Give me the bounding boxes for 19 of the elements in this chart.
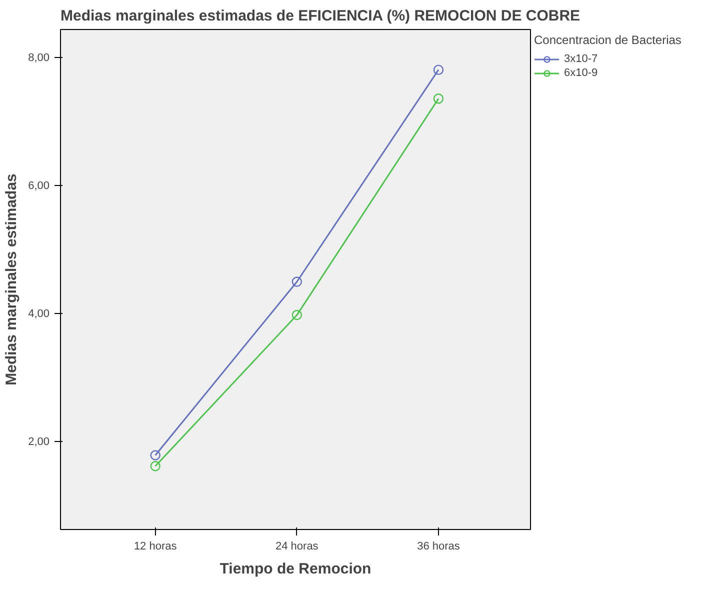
legend-label: 3x10-7 (564, 52, 598, 66)
point (150, 461, 160, 472)
point (433, 64, 444, 75)
x-tick-label: 12 horas (134, 540, 178, 552)
x-tick-label: 24 horas (276, 540, 319, 552)
x-axis-title: Tiempo de Remocion (220, 560, 372, 578)
y-axis-title: Medias marginales estimadas (3, 174, 20, 386)
chart-title: Medias marginales estimadas de EFICIENCIA (%) REMOCION DE COBRE (60, 8, 580, 24)
legend-title: Concentracion de Bacterias (534, 33, 682, 47)
x-tick-label: 36 horas (417, 540, 460, 552)
point (292, 276, 302, 287)
y-tick-label: 6,00 (28, 180, 50, 192)
y-tick-label: 8,00 (28, 52, 50, 64)
legend-label: 6x10-9 (564, 66, 598, 80)
point (292, 310, 302, 320)
y-tick-label: 2,00 (28, 436, 50, 448)
point (433, 94, 444, 104)
y-tick-label: 4,00 (28, 308, 50, 320)
point (150, 450, 160, 460)
